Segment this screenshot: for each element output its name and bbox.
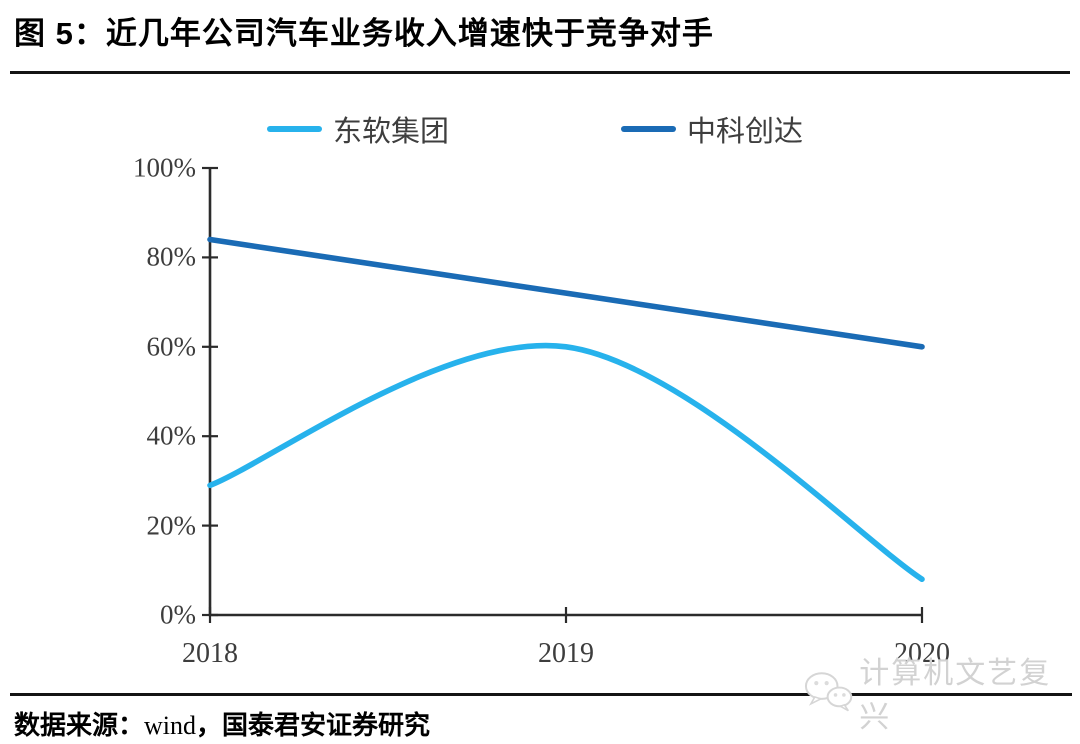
axes-lines — [208, 168, 922, 617]
y-tick-label: 0% — [160, 599, 196, 630]
x-tick-label: 2019 — [538, 638, 594, 669]
watermark-text: 计算机文艺复兴 — [859, 657, 1052, 734]
x-tick-label: 2020 — [894, 638, 950, 669]
source-suffix: ，国泰君安证券研究 — [196, 710, 431, 740]
series-line-1 — [207, 236, 925, 350]
legend-line-swatch-icon — [267, 126, 322, 132]
source-provider: wind — [144, 711, 197, 740]
title-underline — [10, 71, 1070, 74]
line-chart — [202, 166, 925, 623]
series-line-0 — [207, 342, 925, 583]
legend-label: 中科创达 — [687, 116, 804, 148]
legend-item-dongruan: 东软集团 — [267, 114, 449, 148]
y-tick-label: 100% — [133, 152, 196, 183]
legend-line-swatch-icon — [621, 126, 676, 132]
legend-item-zhongke: 中科创达 — [621, 114, 803, 148]
footer-divider — [10, 693, 1072, 696]
legend-label: 东软集团 — [333, 116, 450, 148]
y-tick-label: 60% — [146, 331, 197, 362]
x-tick-label: 2018 — [182, 638, 238, 669]
source-prefix: 数据来源： — [14, 710, 145, 740]
figure-title: 图 5：近几年公司汽车业务收入增速快于竞争对手 — [14, 16, 714, 51]
watermark: 计算机文艺复兴 — [802, 657, 1080, 734]
y-tick-label: 20% — [146, 510, 197, 541]
y-tick-label: 40% — [146, 420, 197, 451]
y-tick-label: 80% — [146, 241, 197, 272]
wechat-icon — [804, 672, 853, 712]
plot-area — [202, 166, 925, 623]
data-source: 数据来源：wind，国泰君安证券研究 — [14, 705, 430, 742]
